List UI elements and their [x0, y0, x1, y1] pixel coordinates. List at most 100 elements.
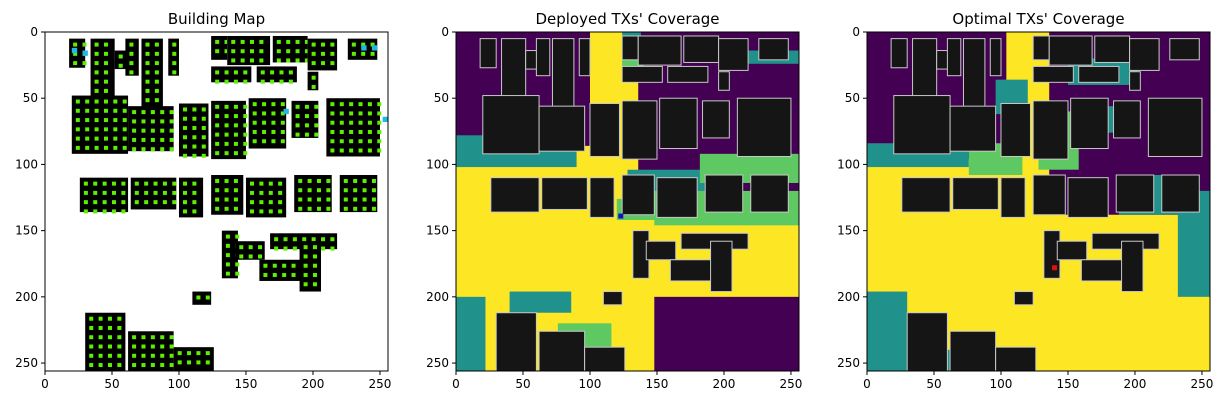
candidate-point [117, 316, 122, 321]
coverage-zone [509, 291, 572, 313]
candidate-point [129, 70, 134, 75]
x-tick-label: 200 [302, 377, 325, 391]
candidate-point [89, 316, 94, 321]
building-footprint [211, 100, 246, 160]
candidate-point [307, 197, 312, 202]
candidate-point [259, 200, 264, 205]
candidate-point [215, 123, 220, 128]
candidate-point [224, 206, 229, 211]
candidate-point [117, 344, 122, 349]
candidate-point [154, 88, 159, 93]
candidate-point [303, 245, 308, 250]
candidate-point [288, 70, 293, 75]
candidate-point [85, 99, 90, 104]
candidate-point [224, 39, 229, 44]
candidate-point [358, 129, 363, 134]
panel-deployed-coverage: Deployed TXs' Coverage 0 50 100 150 200 25005… [426, 10, 802, 391]
candidate-point [243, 132, 248, 137]
building-map-image [45, 32, 388, 371]
candidate-point [183, 144, 188, 149]
candidate-point [102, 181, 107, 186]
y-tick-label: 150 [837, 224, 860, 238]
candidate-point [183, 153, 188, 158]
candidate-point [83, 190, 88, 195]
panel-optimal-coverage: Optimal TXs' Coverage 0 50 100 150 200 250050… [837, 10, 1213, 391]
candidate-point [129, 51, 134, 56]
candidate-point [302, 237, 307, 242]
candidate-point [361, 51, 366, 56]
candidate-point [259, 190, 264, 195]
candidate-point [122, 108, 127, 113]
building-footprint [71, 95, 129, 154]
candidate-point [83, 209, 88, 214]
x-tick-label: 0 [452, 377, 460, 391]
candidate-point [75, 127, 80, 132]
candidate-point [311, 237, 316, 242]
candidate-point [262, 111, 267, 116]
candidate-point [172, 51, 177, 56]
candidate-point [132, 128, 137, 133]
candidate-point [121, 190, 126, 195]
candidate-point [321, 237, 326, 242]
candidate-point [233, 79, 238, 84]
candidate-point [224, 49, 229, 54]
candidate-point [233, 104, 238, 109]
candidate-point [103, 51, 108, 56]
candidate-point [150, 344, 155, 349]
candidate-point [121, 200, 126, 205]
candidate-point [295, 114, 300, 119]
candidate-point [201, 116, 206, 121]
building-footprint [995, 346, 1037, 371]
candidate-point [83, 200, 88, 205]
candidate-point [102, 190, 107, 195]
candidate-point [370, 51, 375, 56]
deployed-point [283, 108, 289, 115]
candidate-point [98, 353, 103, 358]
candidate-point [303, 282, 308, 287]
coverage-zone [456, 296, 486, 371]
candidate-point [89, 344, 94, 349]
candidate-point [93, 209, 98, 214]
candidate-point [312, 273, 317, 277]
candidate-point [235, 262, 240, 267]
candidate-point [103, 118, 108, 123]
building-footprint [85, 312, 126, 371]
candidate-point [111, 181, 117, 186]
candidate-point [145, 88, 150, 93]
candidate-point [154, 61, 159, 66]
candidate-point [252, 139, 257, 144]
candidate-point [107, 316, 112, 321]
transmitter-marker [618, 213, 624, 219]
candidate-point [240, 58, 245, 63]
candidate-point [75, 118, 80, 123]
candidate-point [358, 120, 363, 125]
candidate-point [358, 148, 363, 153]
candidate-point [362, 178, 367, 183]
candidate-point [321, 51, 326, 56]
candidate-point [225, 243, 230, 248]
candidate-point [282, 273, 287, 277]
candidate-point [312, 263, 317, 268]
candidate-point [192, 200, 197, 205]
candidate-point [98, 325, 103, 330]
candidate-point [94, 127, 99, 132]
candidate-point [118, 63, 123, 68]
candidate-point [243, 79, 248, 84]
candidate-point [224, 132, 229, 137]
candidate-point [312, 282, 317, 287]
candidate-point [243, 141, 248, 146]
building-footprint [326, 98, 380, 157]
candidate-point [314, 132, 319, 137]
candidate-point [134, 190, 139, 195]
candidate-point [295, 104, 300, 109]
candidate-point [192, 116, 197, 121]
building-footprint [114, 50, 129, 70]
candidate-point [326, 188, 331, 193]
candidate-point [172, 42, 177, 47]
building-footprint [479, 38, 497, 69]
candidate-point [231, 39, 236, 44]
candidate-point [279, 79, 284, 84]
candidate-point [144, 190, 149, 195]
building-footprint [704, 174, 744, 213]
candidate-point [85, 118, 90, 123]
